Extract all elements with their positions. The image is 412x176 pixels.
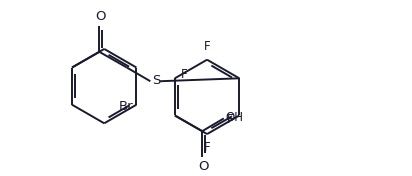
Text: F: F [204,141,211,154]
Text: Br: Br [119,100,133,113]
Text: F: F [181,68,187,81]
Text: F: F [204,40,211,53]
Text: OH: OH [226,111,244,124]
Text: O: O [95,10,105,23]
Text: F: F [227,113,234,126]
Text: S: S [152,74,161,87]
Text: O: O [198,161,208,174]
